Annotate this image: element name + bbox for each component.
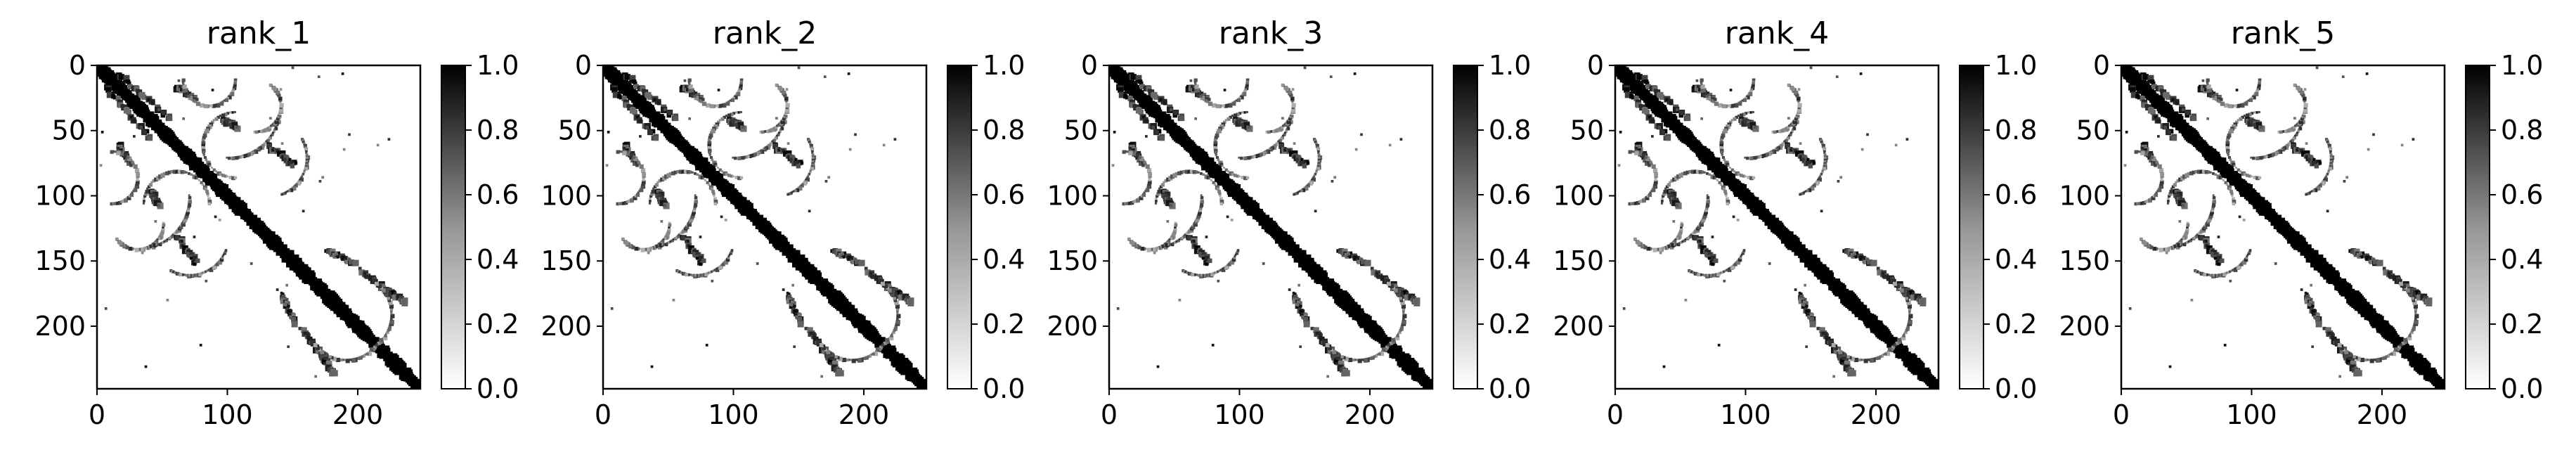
- y-tick-label: 200: [1553, 311, 1604, 342]
- heatmap-cells: [2116, 60, 2447, 392]
- x-tick-label: 100: [2226, 399, 2277, 430]
- y-tick-label: 200: [541, 311, 592, 342]
- y-tick-label: 50: [1570, 115, 1604, 146]
- y-tick-label: 200: [2059, 311, 2110, 342]
- colorbar-tick-label: 0.4: [983, 244, 1025, 275]
- y-tick-label: 0: [575, 50, 592, 81]
- colorbar-tick-label: 0.0: [477, 373, 519, 404]
- panel-title: rank_1: [207, 15, 311, 51]
- x-tick-label: 100: [708, 399, 759, 430]
- heatmap-panel-2: rank_2 0 50 100 150 200 0 100 200 0.0 0.2 0.4 0.6 0.8…: [541, 15, 1025, 430]
- colorbar: [441, 65, 465, 389]
- x-tick-label: 200: [1345, 399, 1396, 430]
- x-tick-label: 0: [89, 399, 105, 430]
- colorbar: [947, 65, 971, 389]
- colorbar: [1960, 65, 1983, 389]
- colorbar-tick-label: 0.8: [1489, 115, 1531, 146]
- colorbar-tick-label: 1.0: [2501, 50, 2543, 81]
- colorbar-tick-label: 0.4: [2501, 244, 2543, 275]
- colorbar-tick-label: 0.4: [477, 244, 519, 275]
- colorbar-tick-label: 0.6: [2501, 179, 2543, 210]
- colorbar-tick-label: 0.6: [1995, 179, 2037, 210]
- y-tick-label: 100: [2059, 180, 2110, 211]
- x-tick-label: 200: [332, 399, 384, 430]
- colorbar-tick-label: 0.6: [1489, 179, 1531, 210]
- colorbar-tick-label: 0.2: [983, 309, 1025, 340]
- heatmap-panel-3: rank_3 0 50 100 150 200 0 100 200 0.0 0.2 0.4 0.6 0.8…: [1047, 15, 1531, 430]
- colorbar-tick-label: 0.2: [2501, 309, 2543, 340]
- colorbar: [1454, 65, 1477, 389]
- y-tick-label: 100: [34, 180, 86, 211]
- colorbar-tick-label: 0.2: [1489, 309, 1531, 340]
- colorbar-tick-label: 0.8: [983, 115, 1025, 146]
- x-tick-label: 100: [1720, 399, 1771, 430]
- panel-title: rank_2: [713, 15, 817, 51]
- y-tick-label: 50: [52, 115, 86, 146]
- panel-title: rank_4: [1725, 15, 1829, 51]
- panel-title: rank_5: [2231, 15, 2335, 51]
- y-tick-label: 0: [69, 50, 86, 81]
- y-tick-label: 200: [34, 311, 86, 342]
- x-tick-label: 200: [839, 399, 890, 430]
- y-tick-label: 150: [34, 245, 86, 276]
- y-tick-label: 100: [541, 180, 592, 211]
- x-tick-label: 200: [2357, 399, 2408, 430]
- heatmap-cells: [92, 60, 423, 392]
- colorbar-tick-label: 0.0: [1995, 373, 2037, 404]
- y-tick-label: 100: [1047, 180, 1098, 211]
- colorbar-tick-label: 0.0: [983, 373, 1025, 404]
- y-tick-label: 200: [1047, 311, 1098, 342]
- x-tick-label: 0: [595, 399, 611, 430]
- x-tick-label: 0: [1607, 399, 1624, 430]
- colorbar-tick-label: 0.6: [983, 179, 1025, 210]
- y-tick-label: 0: [1081, 50, 1098, 81]
- colorbar-tick-label: 0.0: [1489, 373, 1531, 404]
- x-tick-label: 100: [1214, 399, 1265, 430]
- x-tick-label: 0: [1101, 399, 1118, 430]
- heatmap-panel-4: rank_4 0 50 100 150 200 0 100 200 0.0 0.2 0.4 0.6 0.8…: [1553, 15, 2037, 430]
- y-tick-label: 100: [1553, 180, 1604, 211]
- colorbar-tick-label: 1.0: [1995, 50, 2037, 81]
- panel-title: rank_3: [1219, 15, 1323, 51]
- colorbar-tick-label: 0.4: [1995, 244, 2037, 275]
- y-tick-label: 50: [558, 115, 592, 146]
- colorbar-tick-label: 0.8: [477, 115, 519, 146]
- colorbar-tick-label: 0.0: [2501, 373, 2543, 404]
- y-tick-label: 50: [1064, 115, 1098, 146]
- heatmap-panel-5: rank_5 0 50 100 150 200 0 100 200 0.0 0.2 0.4 0.6 0.8…: [2059, 15, 2543, 430]
- heatmap-panel-1: rank_1 0 50 100 150 200 0 100 200 0.0 0.2 0.4 0.6 0.8…: [34, 15, 519, 430]
- colorbar-tick-label: 0.2: [477, 309, 519, 340]
- y-tick-label: 150: [541, 245, 592, 276]
- y-tick-label: 0: [2093, 50, 2110, 81]
- x-tick-label: 100: [202, 399, 253, 430]
- y-tick-label: 50: [2076, 115, 2110, 146]
- heatmap-cells: [598, 60, 929, 392]
- y-tick-label: 150: [1553, 245, 1604, 276]
- colorbar-tick-label: 0.6: [477, 179, 519, 210]
- heatmap-cells: [1104, 60, 1435, 392]
- y-tick-label: 0: [1587, 50, 1604, 81]
- colorbar: [2466, 65, 2490, 389]
- y-tick-label: 150: [1047, 245, 1098, 276]
- colorbar-tick-label: 0.2: [1995, 309, 2037, 340]
- y-tick-label: 150: [2059, 245, 2110, 276]
- colorbar-tick-label: 1.0: [477, 50, 519, 81]
- colorbar-tick-label: 0.8: [1995, 115, 2037, 146]
- x-tick-label: 200: [1851, 399, 1902, 430]
- colorbar-tick-label: 0.8: [2501, 115, 2543, 146]
- colorbar-tick-label: 1.0: [1489, 50, 1531, 81]
- colorbar-tick-label: 1.0: [983, 50, 1025, 81]
- colorbar-tick-label: 0.4: [1489, 244, 1531, 275]
- x-tick-label: 0: [2113, 399, 2130, 430]
- heatmap-cells: [1610, 60, 1941, 392]
